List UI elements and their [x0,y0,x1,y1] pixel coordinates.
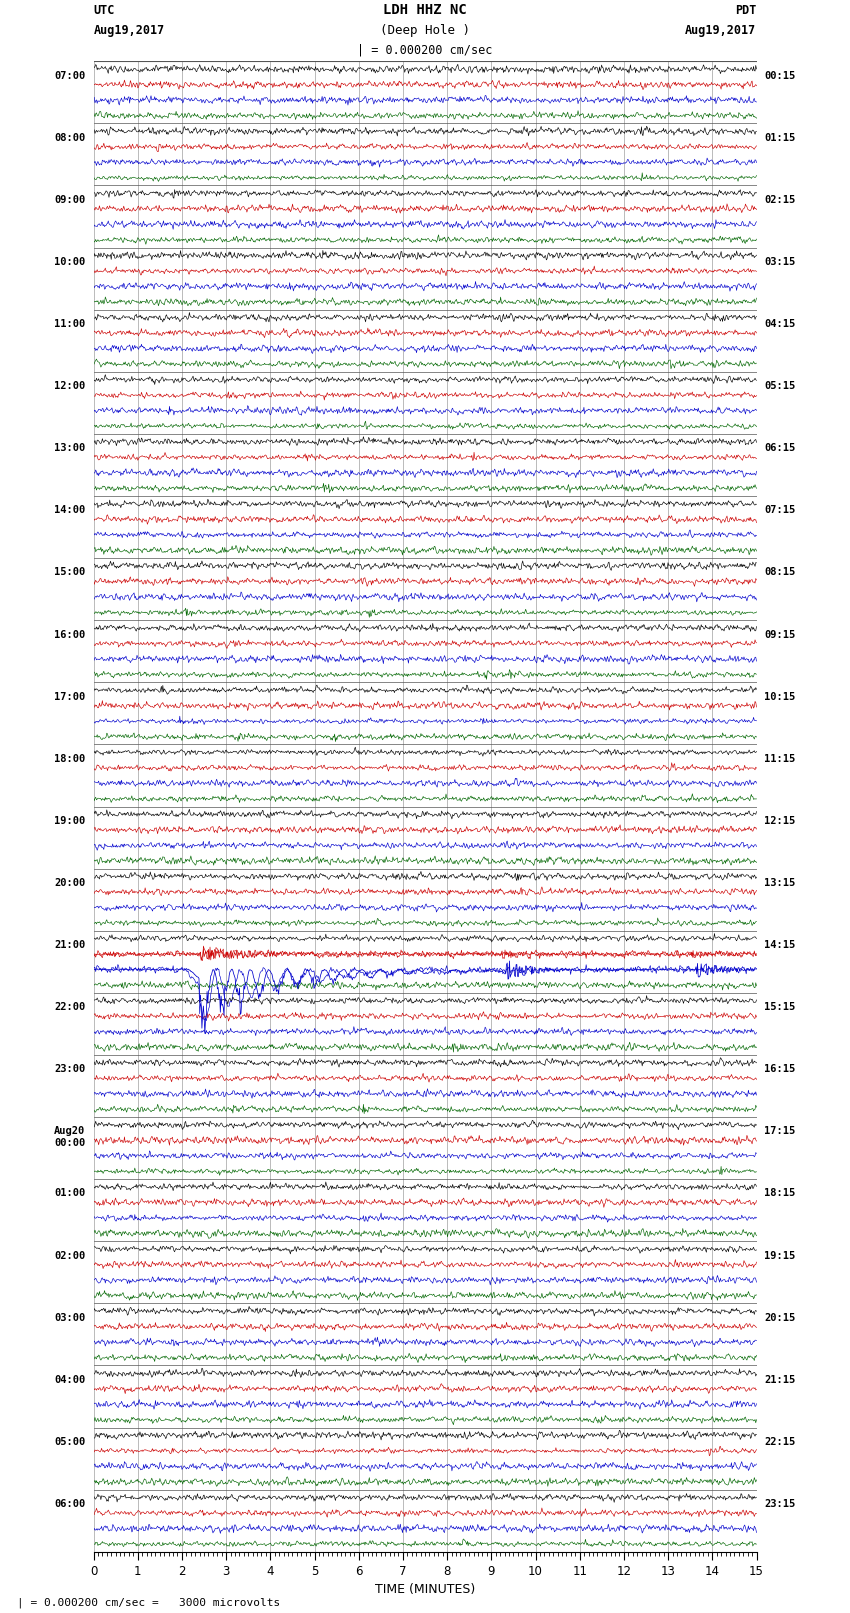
Text: 10:15: 10:15 [764,692,796,702]
Text: 19:00: 19:00 [54,816,86,826]
Text: 22:00: 22:00 [54,1002,86,1011]
Text: 04:15: 04:15 [764,319,796,329]
Text: 09:00: 09:00 [54,195,86,205]
Text: 12:00: 12:00 [54,381,86,390]
Text: 03:00: 03:00 [54,1313,86,1323]
Text: 01:15: 01:15 [764,132,796,142]
Text: 21:15: 21:15 [764,1374,796,1384]
Text: 21:00: 21:00 [54,940,86,950]
Text: 11:15: 11:15 [764,753,796,763]
Text: Aug20
00:00: Aug20 00:00 [54,1126,86,1148]
Text: 02:15: 02:15 [764,195,796,205]
Text: 16:00: 16:00 [54,629,86,639]
Text: 17:00: 17:00 [54,692,86,702]
Text: 12:15: 12:15 [764,816,796,826]
Text: 07:00: 07:00 [54,71,86,81]
Text: UTC: UTC [94,3,115,16]
Text: 11:00: 11:00 [54,319,86,329]
Text: 04:00: 04:00 [54,1374,86,1384]
Text: LDH HHZ NC: LDH HHZ NC [383,3,467,16]
Text: 07:15: 07:15 [764,505,796,515]
Text: Aug19,2017: Aug19,2017 [685,24,756,37]
Text: 13:15: 13:15 [764,877,796,887]
Text: 23:15: 23:15 [764,1498,796,1508]
Text: 18:00: 18:00 [54,753,86,763]
Text: 05:15: 05:15 [764,381,796,390]
Text: 15:15: 15:15 [764,1002,796,1011]
Text: 10:00: 10:00 [54,256,86,266]
Text: 13:00: 13:00 [54,444,86,453]
Text: PDT: PDT [735,3,756,16]
Text: | = 0.000200 cm/sec =   3000 microvolts: | = 0.000200 cm/sec = 3000 microvolts [17,1597,280,1608]
Text: 14:15: 14:15 [764,940,796,950]
Text: 02:00: 02:00 [54,1250,86,1260]
Text: 03:15: 03:15 [764,256,796,266]
Text: 00:15: 00:15 [764,71,796,81]
Text: 06:15: 06:15 [764,444,796,453]
Text: (Deep Hole ): (Deep Hole ) [380,24,470,37]
Text: 15:00: 15:00 [54,568,86,577]
Text: 06:00: 06:00 [54,1498,86,1508]
Text: 05:00: 05:00 [54,1437,86,1447]
Text: 08:15: 08:15 [764,568,796,577]
Text: Aug19,2017: Aug19,2017 [94,24,165,37]
Text: 01:00: 01:00 [54,1189,86,1198]
Text: 20:00: 20:00 [54,877,86,887]
Text: 22:15: 22:15 [764,1437,796,1447]
Text: 23:00: 23:00 [54,1065,86,1074]
Text: 18:15: 18:15 [764,1189,796,1198]
Text: 14:00: 14:00 [54,505,86,515]
Text: | = 0.000200 cm/sec: | = 0.000200 cm/sec [357,44,493,56]
Text: 20:15: 20:15 [764,1313,796,1323]
Text: 09:15: 09:15 [764,629,796,639]
Text: 19:15: 19:15 [764,1250,796,1260]
Text: 16:15: 16:15 [764,1065,796,1074]
Text: 17:15: 17:15 [764,1126,796,1136]
X-axis label: TIME (MINUTES): TIME (MINUTES) [375,1584,475,1597]
Text: 08:00: 08:00 [54,132,86,142]
